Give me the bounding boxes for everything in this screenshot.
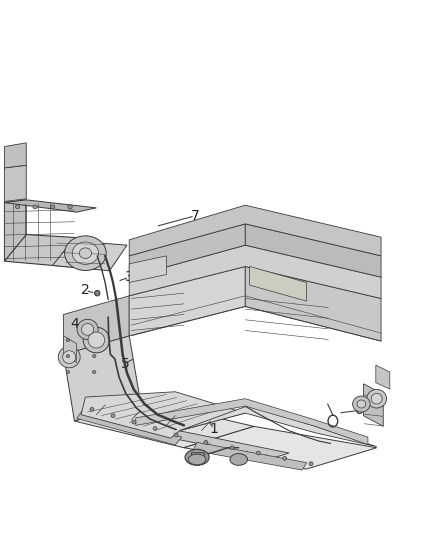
Polygon shape: [184, 426, 377, 469]
Text: 3: 3: [125, 270, 134, 284]
Polygon shape: [64, 296, 129, 354]
Text: 2: 2: [81, 284, 90, 297]
Polygon shape: [250, 266, 307, 301]
Ellipse shape: [92, 338, 96, 342]
Polygon shape: [81, 322, 94, 341]
Ellipse shape: [283, 456, 286, 460]
Ellipse shape: [256, 451, 260, 455]
Ellipse shape: [15, 205, 20, 209]
Polygon shape: [4, 143, 26, 168]
Polygon shape: [4, 200, 96, 212]
Ellipse shape: [64, 236, 106, 271]
Polygon shape: [81, 392, 245, 438]
Ellipse shape: [33, 205, 37, 209]
Ellipse shape: [230, 454, 247, 465]
Ellipse shape: [111, 414, 115, 418]
Ellipse shape: [66, 354, 70, 358]
Ellipse shape: [204, 440, 208, 444]
Ellipse shape: [77, 319, 98, 340]
Text: 6: 6: [355, 403, 364, 417]
Ellipse shape: [83, 327, 110, 353]
Ellipse shape: [309, 462, 313, 466]
Ellipse shape: [90, 407, 94, 411]
Ellipse shape: [66, 338, 70, 342]
Ellipse shape: [81, 324, 94, 335]
Ellipse shape: [72, 242, 99, 264]
Polygon shape: [74, 400, 254, 448]
Polygon shape: [191, 452, 204, 456]
Ellipse shape: [95, 290, 100, 296]
Polygon shape: [376, 365, 390, 389]
Text: 5: 5: [120, 357, 129, 370]
Text: 7: 7: [191, 209, 199, 223]
Polygon shape: [4, 165, 26, 201]
Polygon shape: [4, 200, 26, 261]
Ellipse shape: [68, 205, 72, 209]
Polygon shape: [129, 224, 245, 277]
Polygon shape: [4, 235, 96, 268]
Ellipse shape: [92, 370, 96, 374]
Polygon shape: [129, 266, 245, 336]
Ellipse shape: [367, 389, 387, 408]
Text: 4: 4: [70, 317, 79, 331]
Ellipse shape: [174, 433, 178, 437]
Ellipse shape: [371, 393, 382, 404]
Ellipse shape: [58, 346, 80, 368]
Polygon shape: [129, 245, 381, 298]
Ellipse shape: [88, 332, 105, 348]
Polygon shape: [136, 399, 368, 445]
Polygon shape: [129, 205, 381, 256]
Ellipse shape: [230, 446, 234, 449]
Ellipse shape: [50, 205, 55, 209]
Ellipse shape: [63, 351, 76, 364]
Polygon shape: [64, 336, 77, 362]
Polygon shape: [129, 256, 166, 282]
Polygon shape: [245, 266, 381, 341]
Polygon shape: [140, 426, 289, 458]
Ellipse shape: [153, 426, 157, 431]
Ellipse shape: [188, 454, 206, 465]
Polygon shape: [193, 442, 307, 470]
Polygon shape: [180, 405, 377, 447]
Ellipse shape: [353, 396, 370, 412]
Ellipse shape: [185, 449, 209, 465]
Ellipse shape: [92, 354, 96, 358]
Ellipse shape: [79, 248, 92, 259]
Polygon shape: [53, 241, 127, 271]
Polygon shape: [364, 384, 383, 426]
Polygon shape: [77, 409, 182, 445]
Ellipse shape: [132, 421, 136, 424]
Ellipse shape: [357, 400, 366, 408]
Ellipse shape: [66, 370, 70, 374]
Text: 1: 1: [209, 422, 218, 436]
Polygon shape: [64, 336, 140, 421]
Polygon shape: [245, 224, 381, 277]
